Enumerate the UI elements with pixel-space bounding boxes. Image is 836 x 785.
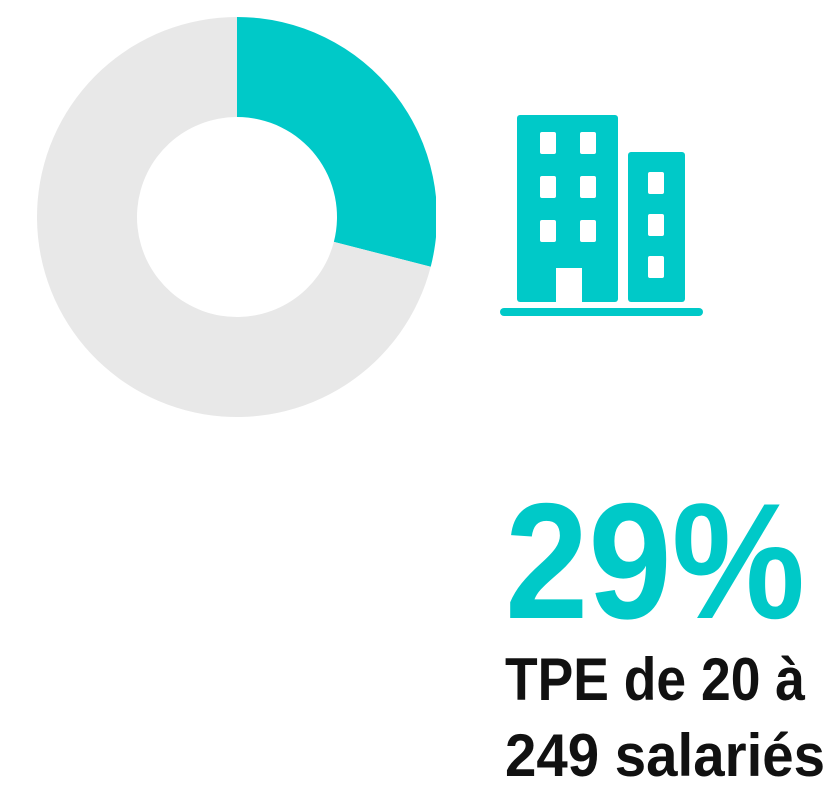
donut-segment [237,17,436,267]
building-icon [500,115,703,316]
donut [37,17,436,418]
category-label: TPE de 20 à 249 salariés [505,646,825,785]
value-label: 29% [505,469,805,653]
donut-segment [37,17,431,418]
